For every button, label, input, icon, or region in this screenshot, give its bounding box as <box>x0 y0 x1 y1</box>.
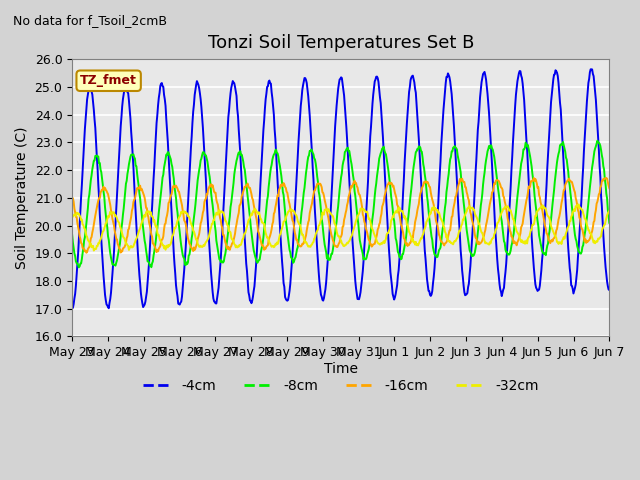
Line: -32cm: -32cm <box>72 204 609 251</box>
-32cm <box>605 208 613 214</box>
-16cm <box>605 185 613 191</box>
-32cm <box>407 233 415 239</box>
-8cm <box>217 259 225 265</box>
X-axis label: Time: Time <box>324 362 358 376</box>
-16cm <box>78 241 86 247</box>
-8cm <box>189 231 196 237</box>
Line: -16cm: -16cm <box>72 178 609 253</box>
-4cm <box>68 305 76 311</box>
-16cm <box>530 175 538 181</box>
-32cm <box>78 216 86 222</box>
-8cm <box>134 177 141 183</box>
-4cm <box>422 265 430 271</box>
-8cm <box>605 220 613 226</box>
-16cm <box>134 186 141 192</box>
-32cm <box>90 248 98 253</box>
-4cm <box>134 250 141 256</box>
-4cm <box>407 77 415 83</box>
-8cm <box>75 264 83 270</box>
-16cm <box>407 240 415 246</box>
Y-axis label: Soil Temperature (C): Soil Temperature (C) <box>15 127 29 269</box>
-8cm <box>68 232 76 238</box>
-16cm <box>422 179 430 184</box>
-8cm <box>407 192 415 198</box>
-32cm <box>575 202 582 207</box>
Text: No data for f_Tsoil_2cmB: No data for f_Tsoil_2cmB <box>13 14 167 27</box>
-8cm <box>422 185 430 191</box>
-16cm <box>83 250 90 256</box>
Title: Tonzi Soil Temperatures Set B: Tonzi Soil Temperatures Set B <box>207 34 474 52</box>
-16cm <box>217 218 225 224</box>
-4cm <box>217 255 225 261</box>
-16cm <box>68 195 76 201</box>
-32cm <box>68 215 76 221</box>
Line: -4cm: -4cm <box>72 69 609 308</box>
-8cm <box>593 138 601 144</box>
-4cm <box>189 120 196 126</box>
Legend: -4cm, -8cm, -16cm, -32cm: -4cm, -8cm, -16cm, -32cm <box>138 373 544 399</box>
-32cm <box>422 219 430 225</box>
-4cm <box>588 66 595 72</box>
Text: TZ_fmet: TZ_fmet <box>80 74 137 87</box>
-32cm <box>189 224 196 230</box>
-4cm <box>605 287 613 293</box>
-4cm <box>105 305 113 311</box>
Line: -8cm: -8cm <box>72 141 609 267</box>
-4cm <box>78 182 86 188</box>
-32cm <box>134 231 141 237</box>
-16cm <box>189 247 196 252</box>
-8cm <box>79 250 86 256</box>
-32cm <box>217 210 225 216</box>
